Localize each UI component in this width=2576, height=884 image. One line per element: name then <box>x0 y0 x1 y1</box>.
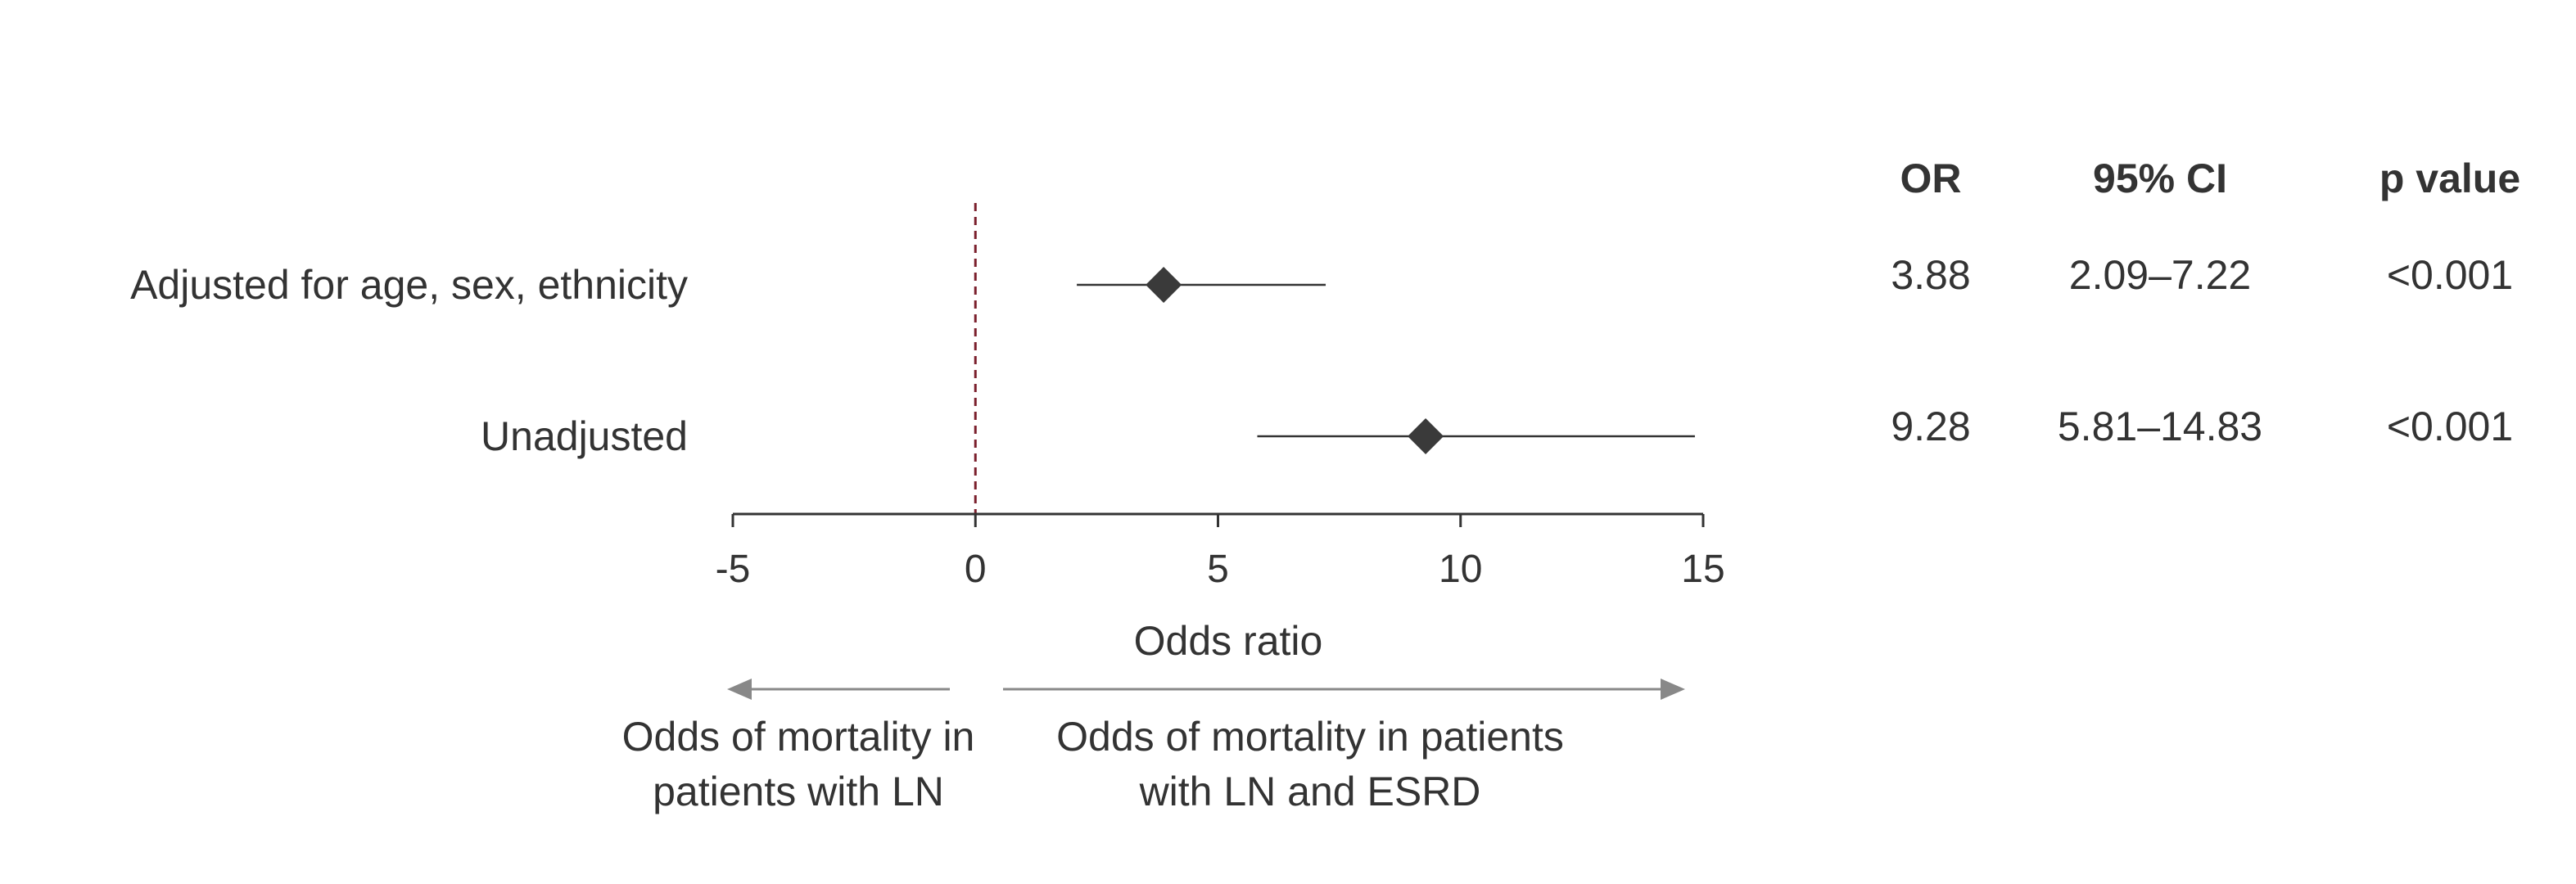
x-tick-label: 0 <box>965 548 987 591</box>
column-header: p value <box>2379 156 2520 201</box>
p-value: <0.001 <box>2387 252 2513 298</box>
left-arrowhead <box>727 679 752 700</box>
point-estimate-marker <box>1408 418 1444 454</box>
x-tick-label: 5 <box>1207 548 1229 591</box>
x-tick-label: 10 <box>1439 548 1482 591</box>
x-axis-label: Odds ratio <box>1134 618 1323 664</box>
p-value: <0.001 <box>2387 404 2513 449</box>
row-label: Adjusted for age, sex, ethnicity <box>130 262 688 308</box>
left-direction-label: patients with LN <box>653 769 944 814</box>
left-direction-label: Odds of mortality in <box>622 714 975 760</box>
right-direction-label: Odds of mortality in patients <box>1056 714 1564 760</box>
x-tick-label: -5 <box>716 548 751 591</box>
column-header: OR <box>1900 156 1962 201</box>
column-header: 95% CI <box>2093 156 2227 201</box>
or-value: 3.88 <box>1891 252 1970 298</box>
right-arrowhead <box>1661 679 1685 700</box>
point-estimate-marker <box>1146 267 1182 303</box>
right-direction-label: with LN and ESRD <box>1139 769 1481 814</box>
ci-value: 5.81–14.83 <box>2058 404 2262 449</box>
ci-value: 2.09–7.22 <box>2069 252 2251 298</box>
row-label: Unadjusted <box>481 413 688 459</box>
x-tick-label: 15 <box>1681 548 1724 591</box>
or-value: 9.28 <box>1891 404 1970 449</box>
